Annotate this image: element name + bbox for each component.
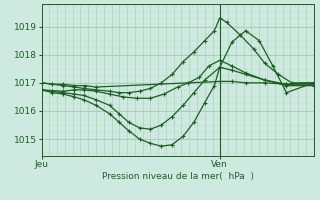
X-axis label: Pression niveau de la mer(  hPa  ): Pression niveau de la mer( hPa ) — [102, 172, 253, 181]
